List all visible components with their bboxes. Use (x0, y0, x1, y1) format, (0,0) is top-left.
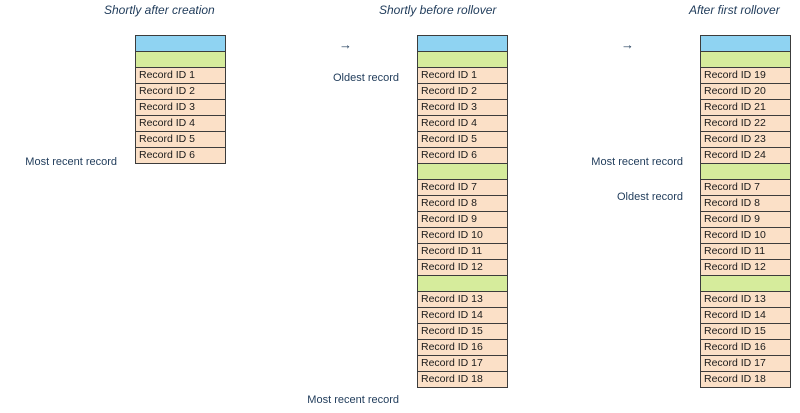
record-cell: Record ID 17 (700, 355, 791, 372)
record-cell: Record ID 11 (700, 243, 791, 260)
record-buffer-shortly-before-rollover: Record ID 1 Record ID 2 Record ID 3 Record … (417, 35, 508, 388)
record-buffer-shortly-after-creation: Record ID 1 Record ID 2 Record ID 3 Record … (135, 35, 226, 164)
record-cell: Record ID 20 (700, 83, 791, 100)
buffer-separator-cell (700, 163, 791, 180)
record-cell: Record ID 24 (700, 147, 791, 164)
buffer-separator-cell (700, 275, 791, 292)
buffer-separator-cell (700, 51, 791, 68)
record-cell: Record ID 18 (417, 371, 508, 388)
oldest-record-label: Oldest record (616, 191, 683, 203)
buffer-header-cell (417, 35, 508, 52)
record-cell: Record ID 11 (417, 243, 508, 260)
record-cell: Record ID 4 (135, 115, 226, 132)
buffer-separator-cell (417, 51, 508, 68)
record-cell: Record ID 10 (700, 227, 791, 244)
record-buffer-after-first-rollover: Record ID 19 Record ID 20 Record ID 21 Reco… (700, 35, 791, 388)
record-cell: Record ID 5 (135, 131, 226, 148)
record-cell: Record ID 14 (417, 307, 508, 324)
record-cell: Record ID 17 (417, 355, 508, 372)
record-cell: Record ID 22 (700, 115, 791, 132)
record-cell: Record ID 13 (417, 291, 508, 308)
record-cell: Record ID 4 (417, 115, 508, 132)
column-title-after-first-rollover: After first rollover (689, 3, 780, 17)
most-recent-record-label: Most recent record (25, 156, 117, 168)
record-cell: Record ID 6 (417, 147, 508, 164)
right-arrow-icon: → (621, 37, 634, 52)
record-cell: Record ID 5 (417, 131, 508, 148)
column-title-shortly-before-rollover: Shortly before rollover (379, 3, 497, 17)
record-cell: Record ID 12 (700, 259, 791, 276)
right-arrow-icon: → (339, 37, 352, 52)
record-cell: Record ID 9 (417, 211, 508, 228)
record-cell: Record ID 13 (700, 291, 791, 308)
record-cell: Record ID 21 (700, 99, 791, 116)
record-cell: Record ID 19 (700, 67, 791, 84)
record-cell: Record ID 6 (135, 147, 226, 164)
buffer-separator-cell (135, 51, 226, 68)
buffer-header-cell (700, 35, 791, 52)
most-recent-record-label: Most recent record (591, 156, 683, 168)
record-cell: Record ID 7 (417, 179, 508, 196)
oldest-record-label: Oldest record (332, 72, 399, 84)
record-cell: Record ID 1 (417, 67, 508, 84)
record-cell: Record ID 8 (700, 195, 791, 212)
record-cell: Record ID 2 (135, 83, 226, 100)
most-recent-record-label: Most recent record (307, 394, 399, 406)
buffer-separator-cell (417, 163, 508, 180)
record-cell: Record ID 23 (700, 131, 791, 148)
record-cell: Record ID 8 (417, 195, 508, 212)
record-cell: Record ID 14 (700, 307, 791, 324)
record-cell: Record ID 3 (135, 99, 226, 116)
record-cell: Record ID 18 (700, 371, 791, 388)
record-cell: Record ID 16 (700, 339, 791, 356)
record-cell: Record ID 12 (417, 259, 508, 276)
record-cell: Record ID 7 (700, 179, 791, 196)
record-cell: Record ID 3 (417, 99, 508, 116)
record-cell: Record ID 15 (417, 323, 508, 340)
record-cell: Record ID 15 (700, 323, 791, 340)
buffer-header-cell (135, 35, 226, 52)
record-cell: Record ID 9 (700, 211, 791, 228)
buffer-separator-cell (417, 275, 508, 292)
record-cell: Record ID 10 (417, 227, 508, 244)
record-cell: Record ID 16 (417, 339, 508, 356)
column-title-shortly-after-creation: Shortly after creation (104, 3, 215, 17)
record-cell: Record ID 2 (417, 83, 508, 100)
record-cell: Record ID 1 (135, 67, 226, 84)
